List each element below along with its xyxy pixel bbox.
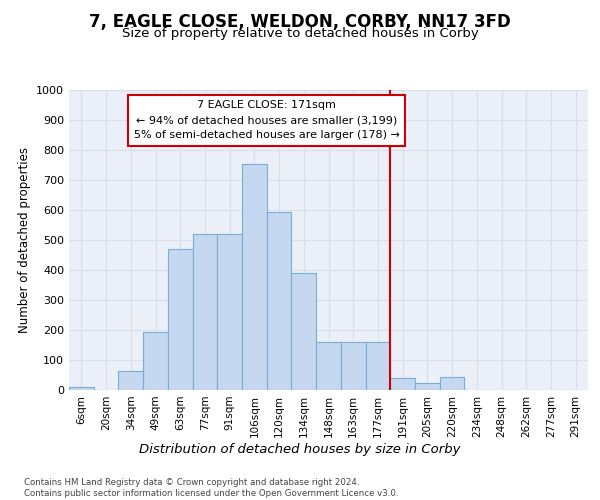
Text: 7, EAGLE CLOSE, WELDON, CORBY, NN17 3FD: 7, EAGLE CLOSE, WELDON, CORBY, NN17 3FD [89, 12, 511, 30]
Bar [242, 164, 267, 390]
Bar [440, 376, 464, 390]
Bar [193, 234, 217, 390]
Bar [69, 387, 94, 390]
Bar [267, 212, 292, 390]
Bar [292, 273, 316, 390]
Text: Distribution of detached houses by size in Corby: Distribution of detached houses by size … [139, 442, 461, 456]
Text: Size of property relative to detached houses in Corby: Size of property relative to detached ho… [122, 28, 478, 40]
Bar [316, 342, 341, 390]
Bar [365, 342, 390, 390]
Bar [415, 382, 440, 390]
Text: Contains HM Land Registry data © Crown copyright and database right 2024.
Contai: Contains HM Land Registry data © Crown c… [24, 478, 398, 498]
Text: 7 EAGLE CLOSE: 171sqm
← 94% of detached houses are smaller (3,199)
5% of semi-de: 7 EAGLE CLOSE: 171sqm ← 94% of detached … [134, 100, 400, 140]
Bar [143, 332, 168, 390]
Y-axis label: Number of detached properties: Number of detached properties [17, 147, 31, 333]
Bar [168, 249, 193, 390]
Bar [341, 342, 365, 390]
Bar [390, 378, 415, 390]
Bar [118, 370, 143, 390]
Bar [217, 234, 242, 390]
